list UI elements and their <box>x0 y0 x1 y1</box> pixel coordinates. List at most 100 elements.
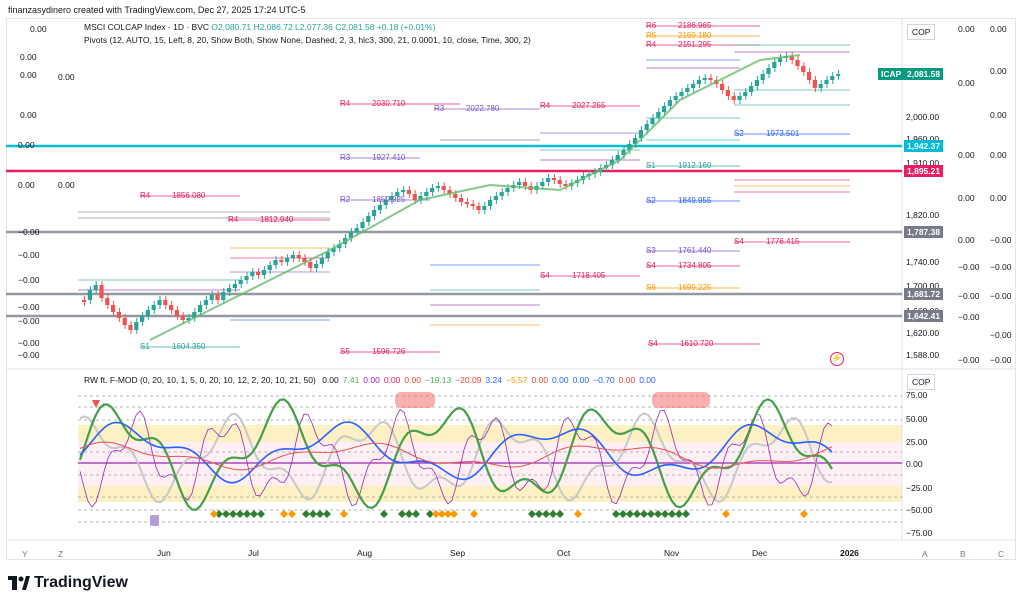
candle-body <box>192 312 197 318</box>
oscillator-currency-button[interactable]: COP <box>907 374 936 390</box>
candle-body <box>476 206 481 210</box>
candle-body <box>302 258 307 262</box>
lightning-icon[interactable]: ⚡ <box>830 352 844 366</box>
candle-body <box>447 190 452 194</box>
pivot-tag: R4 <box>540 101 551 110</box>
candle-body <box>128 325 133 330</box>
candle-body <box>87 290 92 300</box>
candle-body <box>789 56 794 60</box>
osc-marker-orange <box>340 510 348 518</box>
candle-body <box>244 276 249 280</box>
candle-body <box>180 316 185 320</box>
time-axis-label: 2026 <box>840 548 859 558</box>
right-zero-label-2: 0.00 <box>990 110 1007 120</box>
pivot-value: 1850.925 <box>372 195 406 204</box>
osc-marker-orange <box>210 510 218 518</box>
pivot-value: 1973.501 <box>766 129 800 138</box>
candle-body <box>824 80 829 84</box>
pivot-value: 2027.255 <box>572 101 606 110</box>
candle-body <box>163 300 168 305</box>
candle-body <box>412 194 417 200</box>
time-axis-label: Jul <box>248 548 259 558</box>
osc-marker-green <box>229 510 237 518</box>
created-by-line: finanzasydinero created with TradingView… <box>8 5 306 15</box>
bottom-right-button[interactable]: C <box>998 549 1005 559</box>
price-axis-tick: 1,820.00 <box>906 210 940 220</box>
oscillator-value: 0.00 <box>363 375 380 385</box>
candle-body <box>418 196 423 200</box>
pivot-tag: S4 <box>648 339 658 348</box>
pivot-tag: S1 <box>646 161 656 170</box>
candle-body <box>795 60 800 66</box>
candle-body <box>232 284 237 288</box>
tradingview-logo-icon <box>8 576 30 590</box>
candle-body <box>754 80 759 86</box>
candle-body <box>778 58 783 62</box>
candle-body <box>203 300 208 305</box>
currency-button[interactable]: COP <box>907 24 936 40</box>
candle-body <box>459 198 464 202</box>
osc-marker-red <box>92 400 100 408</box>
osc-marker-orange <box>722 510 730 518</box>
bottom-left-button[interactable]: Z <box>58 549 64 559</box>
candle-body <box>551 178 556 180</box>
candle-body <box>522 182 527 186</box>
candle-body <box>383 200 388 205</box>
tradingview-logo[interactable]: TradingView <box>8 574 128 592</box>
main-legend[interactable]: MSCI COLCAP Index · 1D · BVC O2,080.71 H… <box>84 22 435 32</box>
candle-body <box>749 86 754 92</box>
pivots-indicator-legend[interactable]: Pivots (12, AUTO, 15, Left, 8, 20, Show … <box>84 35 531 45</box>
osc-marker-green <box>380 510 388 518</box>
candle-body <box>488 200 493 206</box>
symbol-line: MSCI COLCAP Index · 1D · BVC <box>84 22 210 32</box>
oscillator-axis-tick: 0.00 <box>906 459 923 469</box>
pivot-value: 2030.710 <box>372 99 406 108</box>
pivot-value: 1699.225 <box>678 283 712 292</box>
candle-body <box>493 196 498 200</box>
candle-body <box>505 188 510 192</box>
bottom-left-button[interactable]: Y <box>22 549 28 559</box>
osc-marker-green <box>323 510 331 518</box>
osc-marker-green <box>412 510 420 518</box>
candle-body <box>209 295 214 300</box>
osc-marker-orange <box>438 510 446 518</box>
osc-marker-green <box>398 510 406 518</box>
oscillator-value: 0.00 <box>552 375 569 385</box>
candle-body <box>198 305 203 312</box>
left-zero-label: 0.00 <box>18 180 35 190</box>
pivot-tag: R4 <box>140 191 151 200</box>
osc-marker-orange <box>432 510 440 518</box>
bottom-right-button[interactable]: A <box>922 549 928 559</box>
pivot-tag: S4 <box>540 271 550 280</box>
oscillator-axis-tick: −75.00 <box>906 528 933 538</box>
right-zero-label: 0.00 <box>958 235 975 245</box>
time-axis-label: Sep <box>450 548 466 558</box>
candle-body <box>441 186 446 190</box>
candle-body <box>737 96 742 100</box>
osc-curve <box>79 409 833 508</box>
osc-marker-green <box>654 510 662 518</box>
osc-marker-green <box>640 510 648 518</box>
candle-body <box>499 192 504 196</box>
oscillator-legend[interactable]: RW ft. F-MOD (0, 20, 10, 1, 5, 0, 20, 10… <box>84 375 660 385</box>
osc-marker-green <box>556 510 564 518</box>
pivot-tag: S3 <box>646 246 656 255</box>
right-zero-label-2: −0.00 <box>990 355 1012 365</box>
osc-marker-green <box>405 510 413 518</box>
candle-body <box>725 90 730 96</box>
oscillator-axis-tick: −25.00 <box>906 483 933 493</box>
osc-marker-green <box>222 510 230 518</box>
bottom-right-button[interactable]: B <box>960 549 966 559</box>
osc-marker-green <box>215 510 223 518</box>
candle-body <box>464 202 469 204</box>
osc-marker-green <box>250 510 258 518</box>
osc-marker-green <box>528 510 536 518</box>
candle-body <box>134 322 139 330</box>
osc-marker-orange <box>450 510 458 518</box>
pivot-tag: S4 <box>646 261 656 270</box>
pivot-tag: S1 <box>140 342 150 351</box>
left-zero-label: −0.00 <box>18 302 40 312</box>
osc-marker-green <box>549 510 557 518</box>
candle-body <box>314 264 319 268</box>
